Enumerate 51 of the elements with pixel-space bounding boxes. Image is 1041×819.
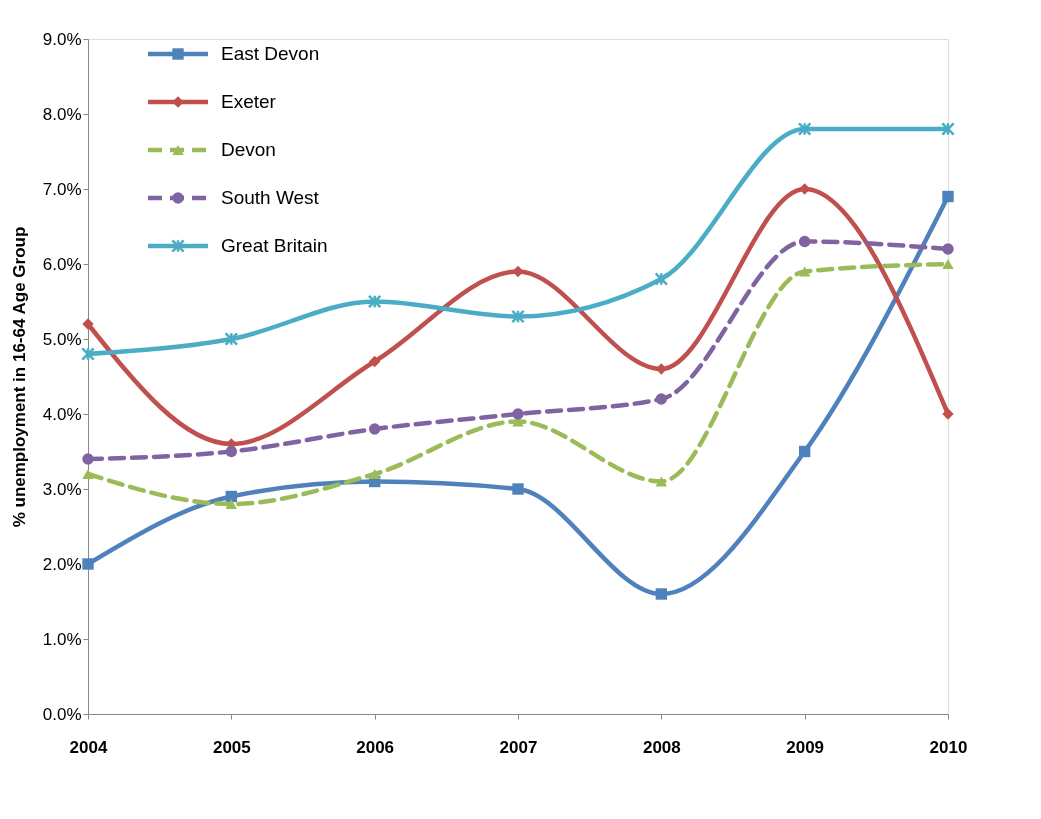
y-axis-title: % unemployment in 16-64 Age Group (9, 226, 29, 528)
x-tick-label: 2007 (499, 737, 538, 757)
y-tick-label: 7.0% (42, 179, 82, 199)
point (655, 393, 668, 405)
point (655, 588, 668, 600)
point (942, 190, 954, 203)
point (655, 476, 668, 487)
point (654, 272, 669, 286)
point (81, 347, 95, 361)
point (512, 483, 524, 495)
x-tick-label: 2004 (69, 737, 108, 757)
point (225, 499, 238, 509)
legend-label: Great Britain (221, 235, 328, 256)
point (511, 309, 525, 324)
legend-label: South West (221, 187, 320, 208)
y-tick-label: 3.0% (42, 479, 82, 499)
x-tick-label: 2005 (212, 737, 251, 757)
point (368, 423, 381, 435)
point (82, 469, 94, 479)
y-tick-label: 6.0% (42, 254, 82, 274)
point (367, 294, 382, 309)
point (82, 318, 94, 330)
point (941, 122, 955, 136)
legend-label: East Devon (221, 43, 320, 64)
x-tick-label: 2009 (786, 737, 825, 757)
y-tick-label: 9.0% (42, 29, 82, 49)
point (942, 259, 954, 269)
point (368, 355, 381, 368)
point (798, 445, 811, 458)
point (798, 266, 811, 277)
legend-label: Exeter (221, 91, 277, 112)
point (368, 469, 381, 479)
y-tick-label: 1.0% (42, 629, 82, 649)
x-tick-label: 2010 (929, 737, 968, 757)
y-tick-label: 4.0% (42, 404, 82, 424)
point (82, 453, 94, 465)
y-tick-label: 5.0% (42, 329, 82, 349)
point (797, 122, 812, 136)
x-tick-label: 2008 (642, 737, 681, 757)
point (225, 445, 238, 458)
y-tick-label: 2.0% (42, 554, 82, 574)
y-tick-label: 8.0% (42, 104, 82, 124)
point (224, 332, 239, 346)
x-tick-label: 2006 (356, 737, 395, 757)
point (942, 243, 954, 255)
legend-label: Devon (221, 139, 276, 160)
y-tick-label: 0.0% (42, 704, 82, 724)
point (512, 408, 524, 420)
point (82, 558, 94, 570)
point (942, 408, 954, 420)
point (798, 235, 811, 248)
